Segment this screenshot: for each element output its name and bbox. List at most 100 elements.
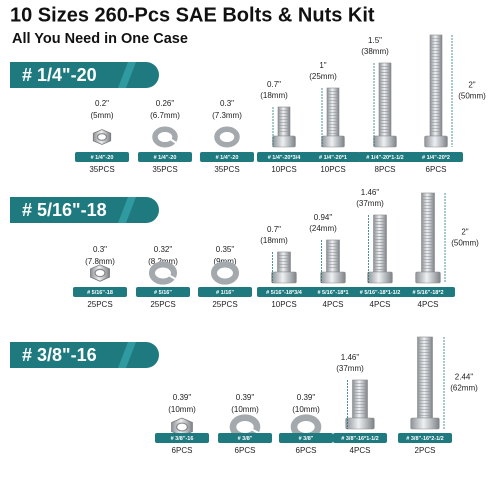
bolt-thread	[373, 229, 387, 232]
bolt-thread	[326, 93, 340, 96]
bolt-thread	[373, 226, 387, 229]
tag-pill	[279, 433, 333, 443]
bolt-thread	[417, 384, 433, 387]
quantity: 6PCS	[296, 446, 317, 455]
tag-pill	[306, 287, 360, 297]
bolt-thread	[429, 76, 443, 79]
bolt-thread	[352, 400, 368, 403]
bolt-thread	[421, 246, 435, 249]
bolt-head	[272, 135, 296, 148]
quantity: 4PCS	[323, 300, 344, 309]
bolt-thread	[421, 222, 435, 225]
bolt-thread	[326, 108, 340, 111]
size-metric: (24mm)	[309, 224, 337, 233]
bolt-thread	[429, 82, 443, 85]
bolt-thread	[421, 216, 435, 219]
tag-label: # 1/4"-20	[154, 155, 177, 161]
bolt-thread	[429, 67, 443, 70]
bolt-thread	[378, 104, 392, 107]
quantity: 35PCS	[214, 165, 239, 174]
lock-washer	[152, 126, 178, 148]
bolt-thread	[429, 106, 443, 109]
tag-pill	[353, 287, 407, 297]
bolt-thread	[373, 232, 387, 235]
bolt-thread	[417, 360, 433, 363]
bolt-thread	[326, 263, 340, 266]
tag-label: # 5/16"-18	[87, 290, 113, 296]
bolt-thread	[326, 90, 340, 93]
size-metric: (50mm)	[451, 239, 479, 248]
tag-label: # 5/16"-18*1-1/2	[360, 290, 401, 296]
bolt-thread	[352, 391, 368, 394]
bolt-thread	[417, 408, 433, 411]
bolt-thread	[277, 127, 291, 130]
bolt-thread	[417, 402, 433, 405]
bolt-thread	[277, 257, 291, 260]
size-inch: 2"	[468, 81, 475, 90]
bolt-thread	[326, 114, 340, 117]
bolt-thread	[326, 129, 340, 132]
bolt-thread	[373, 256, 387, 259]
size-inch: 0.7"	[267, 80, 281, 89]
size-inch: 1"	[319, 61, 326, 70]
tag-label: # 5/16"	[154, 290, 172, 296]
tag-label: # 3/8"-16*1-1/2	[341, 436, 378, 442]
tag-pill	[155, 433, 209, 443]
bolt-thread	[373, 235, 387, 238]
bolt-thread	[417, 354, 433, 357]
size-metric: (6.7mm)	[150, 111, 180, 120]
quantity: 10PCS	[271, 300, 296, 309]
tag-label: # 1/4"-20*1-1/2	[366, 155, 403, 161]
bolt-thread	[277, 118, 291, 121]
tag-pill	[398, 433, 452, 443]
tag-pill	[358, 152, 412, 162]
bolt-thread	[429, 43, 443, 46]
bolt-thread	[326, 102, 340, 105]
quantity: 25PCS	[212, 300, 237, 309]
size-inch: 0.94"	[314, 213, 333, 222]
bolt-thread	[421, 255, 435, 258]
nut-hole	[96, 133, 108, 141]
size-inch: 0.2"	[95, 99, 109, 108]
bolt-thread	[421, 204, 435, 207]
bolt-thread	[277, 109, 291, 112]
bolt-thread	[378, 89, 392, 92]
tag-label: # 1/16"	[216, 290, 234, 296]
bolt-thread	[326, 126, 340, 129]
bolt-thread	[421, 249, 435, 252]
quantity: 4PCS	[418, 300, 439, 309]
bolt-thread	[421, 261, 435, 264]
banner-stripe	[118, 62, 136, 88]
bolt-thread	[421, 228, 435, 231]
size-metric: (10mm)	[168, 405, 196, 414]
bolt-thread	[378, 80, 392, 83]
tag-pill	[257, 152, 311, 162]
tag-label: # 5/16"-18*2	[412, 290, 443, 296]
washer-split	[168, 274, 178, 281]
size-metric: (18mm)	[260, 91, 288, 100]
bolt-thread	[429, 46, 443, 49]
bolt-thread	[373, 253, 387, 256]
bolt-thread	[429, 55, 443, 58]
bolt-thread	[429, 118, 443, 121]
bolt-thread	[378, 131, 392, 134]
size-inch: 2"	[461, 228, 468, 237]
tag-pill	[409, 152, 463, 162]
bolt-thread	[421, 243, 435, 246]
bolt-thread	[373, 238, 387, 241]
bolt-thread	[417, 339, 433, 342]
section-label: # 3/8"-16	[22, 345, 97, 365]
bolt-head	[321, 135, 345, 148]
tag-pill	[73, 287, 127, 297]
bolt-head	[424, 135, 448, 148]
quantity: 10PCS	[320, 165, 345, 174]
bolt-thread	[417, 363, 433, 366]
bolt-thread	[378, 128, 392, 131]
bolt-thread	[326, 99, 340, 102]
bolt-thread	[378, 68, 392, 71]
bolt-thread	[378, 77, 392, 80]
quantity: 8PCS	[375, 165, 396, 174]
bolt-thread	[378, 71, 392, 74]
bolt-thread	[326, 245, 340, 248]
